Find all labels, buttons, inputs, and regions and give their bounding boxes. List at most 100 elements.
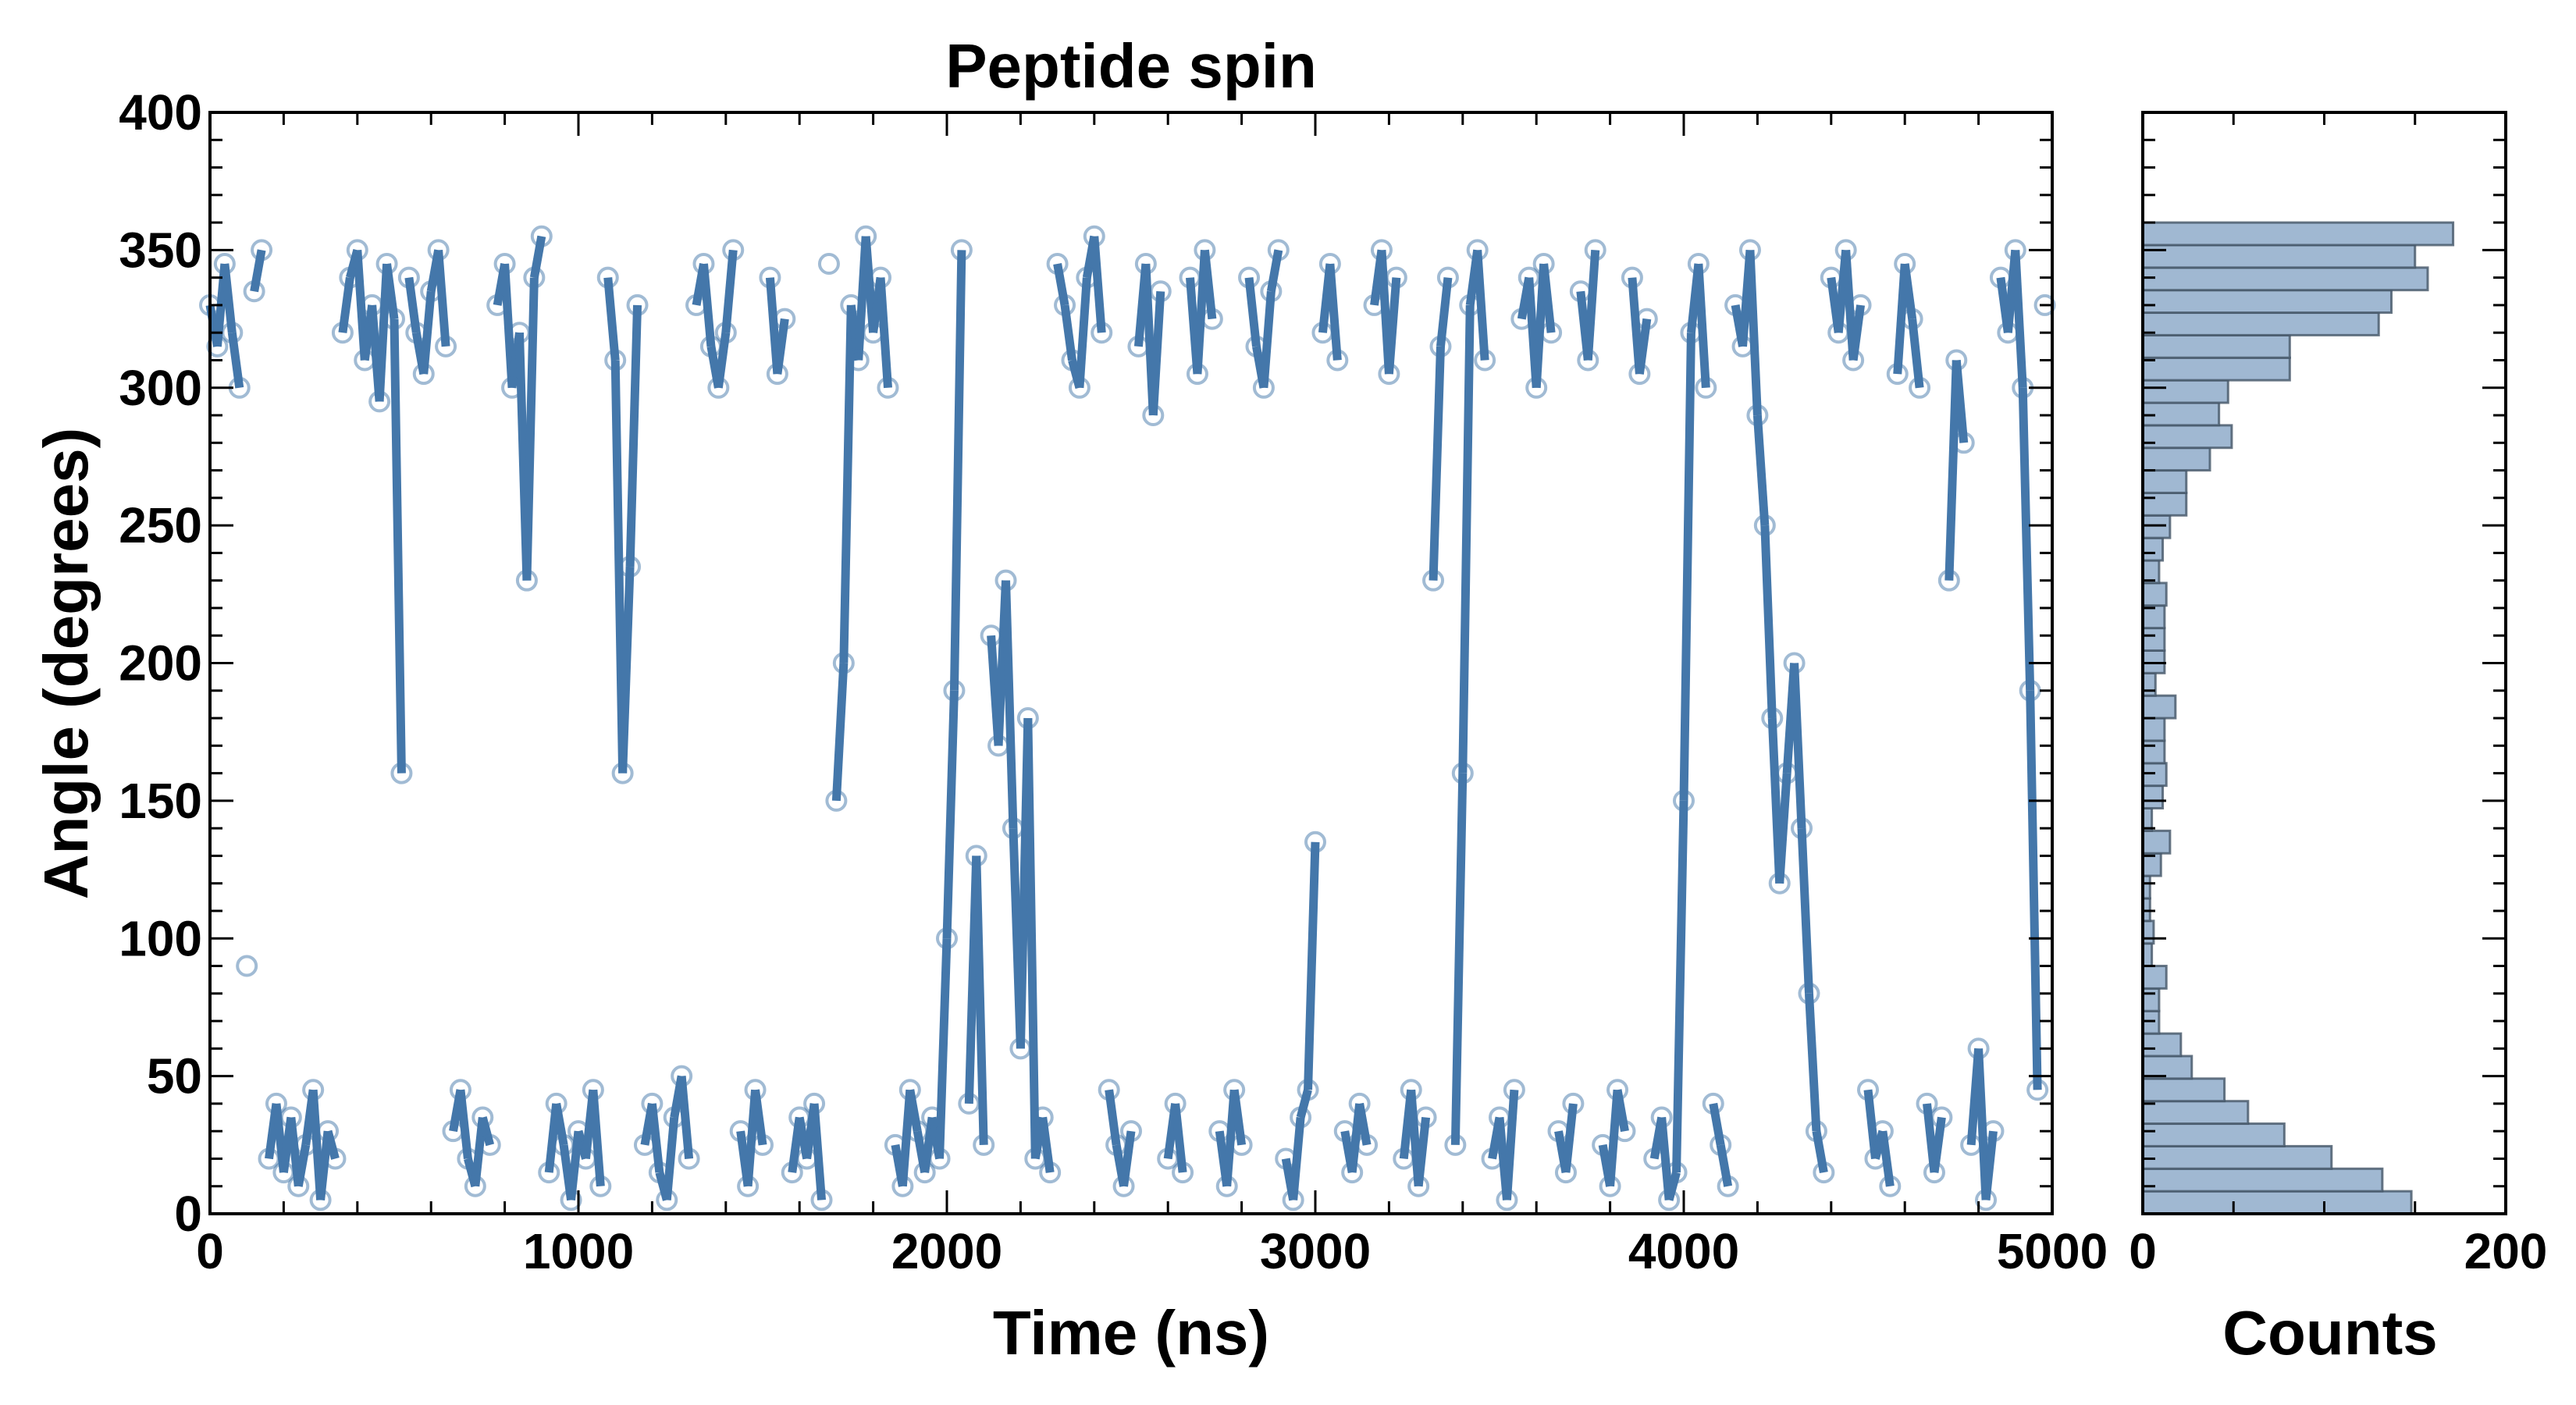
data-point bbox=[1952, 432, 1975, 454]
histogram-bar bbox=[2141, 919, 2155, 945]
data-point bbox=[1061, 349, 1083, 372]
data-point bbox=[1783, 652, 1806, 674]
data-point bbox=[1318, 253, 1341, 276]
line-segment bbox=[250, 249, 266, 293]
histogram-bar bbox=[2141, 762, 2168, 788]
data-point bbox=[663, 1106, 685, 1129]
data-point bbox=[759, 266, 781, 289]
histogram-bar bbox=[2141, 536, 2165, 562]
data-point bbox=[1577, 349, 1599, 372]
data-point bbox=[810, 1189, 833, 1211]
data-point bbox=[1068, 376, 1091, 399]
data-point bbox=[943, 679, 966, 702]
data-point bbox=[493, 253, 516, 276]
data-point bbox=[817, 253, 840, 276]
line-segment bbox=[1672, 800, 1688, 1173]
line-segment bbox=[1694, 263, 1710, 389]
data-point bbox=[596, 266, 619, 289]
data-point bbox=[331, 322, 354, 344]
data-point bbox=[1695, 376, 1717, 399]
data-point bbox=[906, 1120, 929, 1143]
data-point bbox=[206, 335, 229, 357]
histogram-bar bbox=[2141, 965, 2168, 990]
line-segment bbox=[677, 1076, 694, 1159]
data-point bbox=[1172, 1161, 1194, 1184]
data-point bbox=[1444, 1133, 1467, 1156]
data-point bbox=[1422, 569, 1445, 592]
data-point bbox=[1879, 1175, 1902, 1197]
data-point bbox=[1149, 280, 1172, 303]
data-point bbox=[604, 349, 627, 372]
data-point bbox=[442, 1120, 464, 1143]
data-point bbox=[1238, 266, 1261, 289]
data-point bbox=[855, 225, 877, 247]
line-segment bbox=[1075, 277, 1091, 389]
line-segment bbox=[831, 663, 849, 802]
line-segment bbox=[434, 249, 450, 347]
data-point bbox=[383, 308, 405, 330]
data-point bbox=[1687, 253, 1710, 276]
data-point bbox=[707, 376, 730, 399]
line-segment bbox=[1289, 1117, 1305, 1200]
data-point bbox=[1414, 1106, 1437, 1129]
histogram-bar bbox=[2141, 1009, 2161, 1035]
data-point bbox=[1046, 253, 1069, 276]
histogram-bar bbox=[2141, 1144, 2333, 1170]
y-axis-label: Angle (degrees) bbox=[31, 428, 101, 900]
histogram-bar bbox=[2141, 649, 2166, 674]
histogram-bar bbox=[2141, 446, 2211, 472]
data-point bbox=[884, 1133, 906, 1156]
data-point bbox=[486, 293, 509, 316]
line-segment bbox=[625, 304, 642, 567]
histogram-bar bbox=[2141, 424, 2233, 450]
x-tick-label: 3000 bbox=[1260, 1223, 1371, 1279]
x-tick-label: 0 bbox=[196, 1223, 224, 1279]
y-tick-label: 150 bbox=[119, 773, 202, 829]
histogram-bar bbox=[2141, 987, 2161, 1012]
data-point bbox=[980, 624, 1002, 647]
data-point bbox=[1665, 1161, 1688, 1184]
line-segment bbox=[1436, 277, 1453, 347]
data-point bbox=[994, 569, 1017, 592]
data-point bbox=[1768, 872, 1791, 895]
data-point bbox=[1429, 335, 1452, 357]
data-point bbox=[1673, 789, 1695, 812]
data-point bbox=[412, 363, 435, 386]
plot-frame bbox=[208, 111, 2054, 1215]
data-point bbox=[2026, 1079, 2049, 1101]
line-segment bbox=[1304, 841, 1320, 1090]
data-point bbox=[368, 390, 391, 413]
line-segment bbox=[1266, 249, 1283, 293]
data-point bbox=[1105, 1133, 1128, 1156]
data-point bbox=[1724, 293, 1747, 316]
data-point bbox=[405, 322, 428, 344]
data-point bbox=[877, 376, 899, 399]
data-point bbox=[1960, 1133, 1983, 1156]
data-point bbox=[1297, 1079, 1319, 1101]
data-point bbox=[545, 1092, 568, 1115]
histogram-bar bbox=[2141, 1055, 2194, 1080]
line-segment bbox=[1804, 993, 1821, 1132]
data-point bbox=[1186, 363, 1208, 386]
line-segment bbox=[2018, 387, 2035, 691]
data-point bbox=[633, 1133, 656, 1156]
line-segment bbox=[1023, 717, 1040, 1159]
data-point bbox=[1569, 280, 1592, 303]
line-segment bbox=[2011, 250, 2027, 389]
data-point bbox=[1164, 1092, 1187, 1115]
line-segment bbox=[1200, 249, 1217, 320]
line-segment bbox=[1797, 827, 1813, 994]
histogram-bar bbox=[2141, 379, 2229, 404]
line-segment bbox=[1429, 346, 1445, 581]
data-point bbox=[1208, 1120, 1231, 1143]
data-point bbox=[1842, 349, 1865, 372]
data-point bbox=[339, 266, 361, 289]
data-point bbox=[1717, 1175, 1739, 1197]
data-point bbox=[258, 1147, 280, 1170]
data-point bbox=[1326, 349, 1349, 372]
line-segment bbox=[1745, 250, 1762, 416]
data-point bbox=[1864, 1147, 1887, 1170]
hist-x-tick-label: 0 bbox=[2129, 1223, 2157, 1279]
line-segment bbox=[1752, 414, 1770, 526]
data-point bbox=[1975, 1189, 1998, 1211]
